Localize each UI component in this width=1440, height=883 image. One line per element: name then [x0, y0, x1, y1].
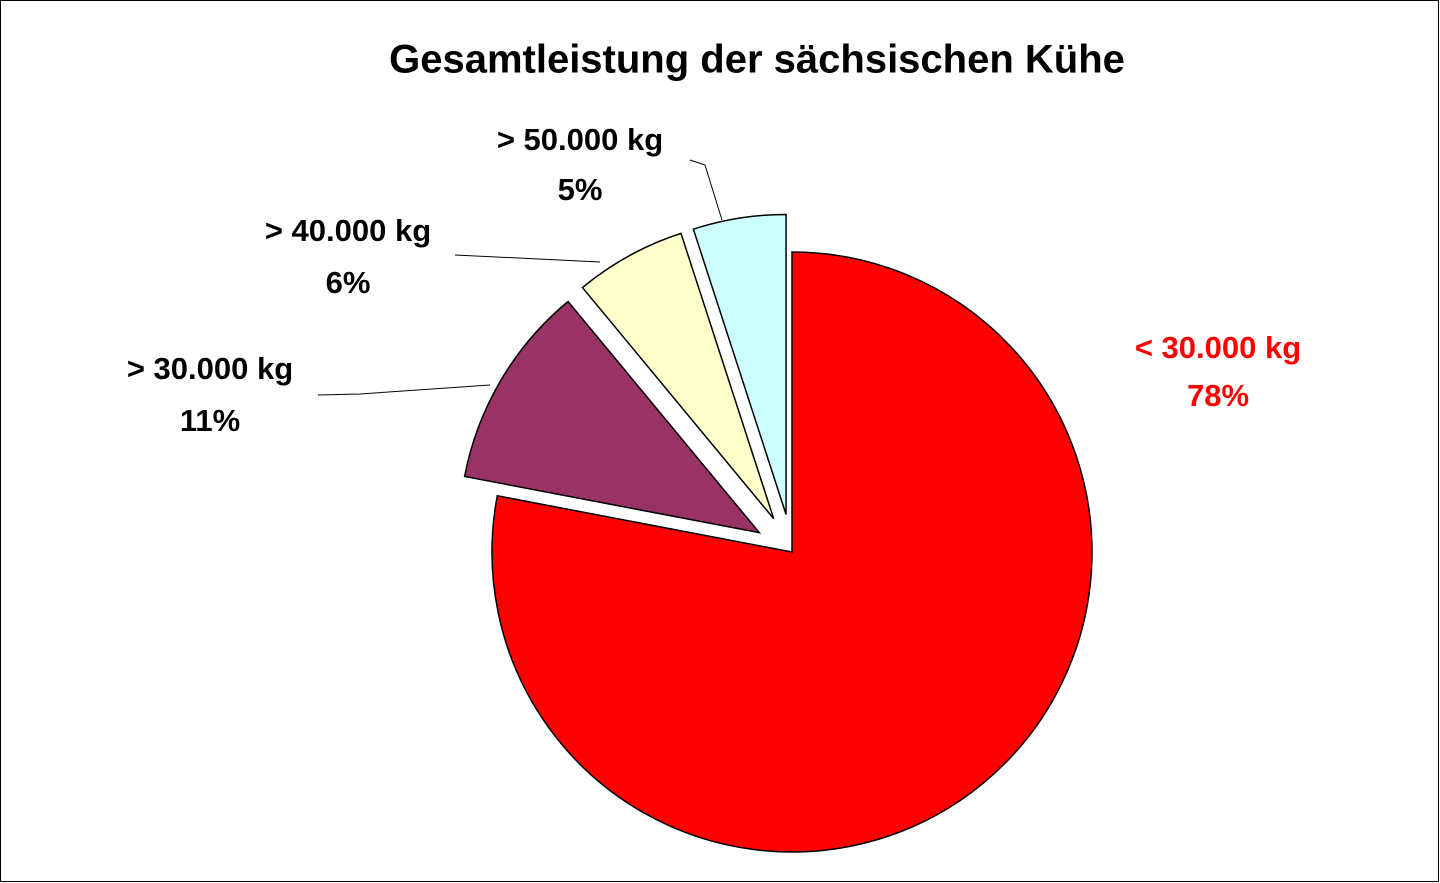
chart-title: Gesamtleistung der sächsischen Kühe	[389, 38, 1125, 82]
labels: < 30.000 kg 78% > 30.000 kg 11% > 40.000 kg 6…	[127, 122, 1301, 438]
leader-line	[689, 159, 723, 221]
pie-slice	[692, 213, 787, 515]
slice-category-label: > 40.000 kg	[265, 213, 431, 248]
slice-value-label: 78%	[1187, 378, 1249, 413]
pie-slice	[463, 300, 762, 534]
slice-value-label: 5%	[558, 172, 603, 207]
pie-slice	[491, 251, 1093, 853]
slice-category-label: < 30.000 kg	[1135, 330, 1301, 365]
slice-value-label: 6%	[326, 265, 371, 300]
slice-category-label: > 50.000 kg	[497, 122, 663, 157]
slice-category-label: > 30.000 kg	[127, 351, 293, 386]
leader-line	[317, 384, 491, 396]
leader-line	[454, 254, 601, 263]
pie-slice	[581, 232, 775, 520]
slice-value-label: 11%	[180, 403, 240, 438]
pie	[463, 213, 1093, 853]
